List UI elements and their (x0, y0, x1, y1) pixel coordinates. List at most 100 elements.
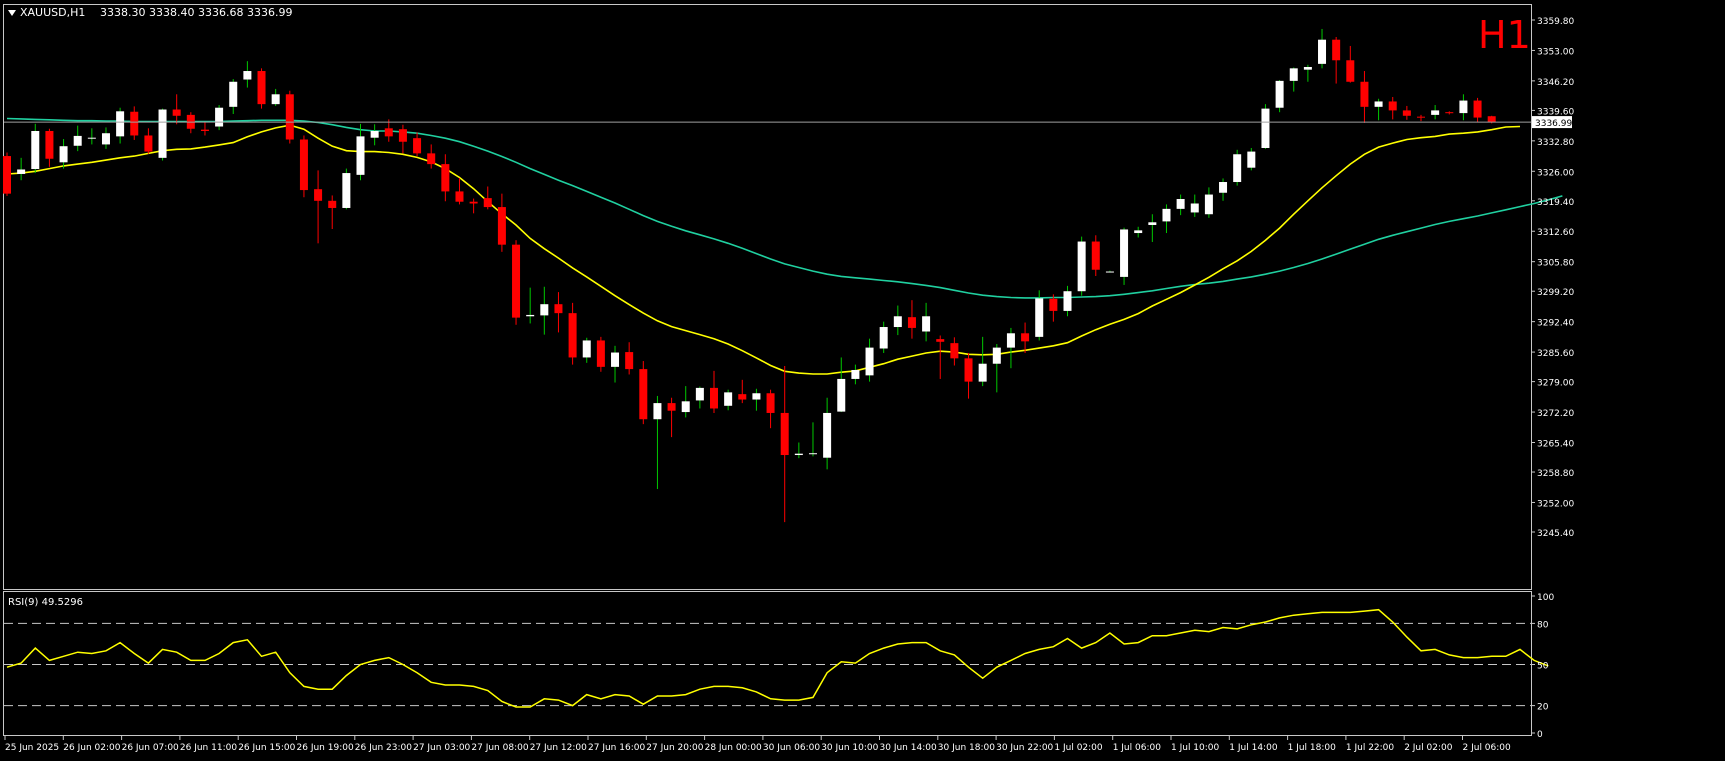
time-axis-label: 1 Jul 02:00 (1054, 743, 1103, 753)
price-pane-frame (3, 4, 1532, 590)
candle-body (1219, 182, 1228, 193)
price-axis-label: 3346.20 (1537, 78, 1574, 88)
candle-body (1261, 108, 1270, 148)
candle-body (964, 358, 973, 382)
candle-body (271, 94, 280, 105)
candle-body (229, 81, 238, 107)
candle-body (87, 137, 96, 139)
time-axis-label: 30 Jun 06:00 (763, 743, 820, 753)
time-axis-label: 27 Jun 08:00 (471, 743, 528, 753)
candle-body (130, 111, 139, 136)
candle-body (1275, 80, 1284, 108)
candle-body (780, 412, 789, 456)
rsi-axis-label: 80 (1537, 620, 1549, 630)
price-axis-label: 3305.80 (1537, 259, 1574, 269)
rsi-axis-label: 20 (1537, 703, 1549, 713)
candle-body (1303, 66, 1312, 70)
price-axis-label: 3292.40 (1537, 319, 1574, 329)
candle-body (342, 173, 351, 208)
time-axis-label: 1 Jul 06:00 (1113, 743, 1162, 753)
time-axis-label: 1 Jul 22:00 (1346, 743, 1395, 753)
price-axis-label: 3332.80 (1537, 138, 1574, 148)
candle-body (992, 347, 1001, 364)
time-axis-label: 28 Jun 00:00 (705, 743, 762, 753)
time-axis-label: 26 Jun 15:00 (238, 743, 295, 753)
candle-body (483, 198, 492, 208)
chart-menu-triangle-icon[interactable] (8, 10, 16, 16)
price-axis-label: 3359.80 (1537, 17, 1574, 27)
candle-body (1247, 151, 1256, 168)
candle-body (3, 156, 11, 194)
price-axis-label: 3252.00 (1537, 499, 1574, 509)
candle-body (1162, 208, 1171, 222)
candle-body (752, 393, 761, 400)
candle-body (215, 107, 224, 127)
candle-body (455, 191, 464, 202)
ohlc-readout: 3338.30 3338.40 3336.68 3336.99 (100, 6, 292, 19)
candle-body (356, 136, 365, 175)
candle-body (1332, 39, 1341, 61)
candle-body (851, 369, 860, 379)
candle-body (1148, 222, 1157, 225)
rsi-axis-label: 100 (1537, 593, 1554, 603)
candle-body (936, 339, 945, 342)
candle-body (257, 71, 266, 105)
candle-body (710, 387, 718, 409)
candle-body (568, 313, 577, 358)
candle-body (950, 343, 959, 359)
candle-body (554, 304, 563, 314)
time-axis-label: 27 Jun 16:00 (588, 743, 645, 753)
time-axis-label: 30 Jun 10:00 (821, 743, 878, 753)
candle-body (101, 133, 110, 145)
candle-body (1388, 101, 1397, 111)
time-axis-label: 2 Jul 06:00 (1463, 743, 1512, 753)
candles-layer (3, 28, 1496, 523)
rsi-axis-label: 50 (1537, 662, 1549, 672)
candle-body (907, 317, 916, 328)
candle-body (1105, 271, 1114, 273)
candle-body (31, 130, 40, 170)
price-axis-label: 3245.40 (1537, 529, 1574, 539)
candle-body (667, 403, 676, 411)
candle-body (865, 347, 874, 376)
price-axis-label: 3312.60 (1537, 228, 1574, 238)
candle-body (794, 453, 803, 456)
candle-body (1035, 298, 1044, 337)
candle-body (1402, 110, 1411, 116)
price-axis-label: 3258.80 (1537, 469, 1574, 479)
candle-body (413, 138, 422, 154)
timeframe-label: H1 (1478, 13, 1531, 57)
time-axis-label: 26 Jun 02:00 (63, 743, 120, 753)
candle-body (1487, 116, 1496, 123)
candle-body (285, 94, 294, 140)
candle-body (1459, 100, 1468, 114)
candle-body (172, 109, 181, 116)
time-axis-label: 25 Jun 2025 (5, 743, 59, 753)
candle-body (1021, 333, 1030, 342)
current-price-label: 3336.99 (1535, 119, 1572, 129)
price-axis-label: 3319.40 (1537, 198, 1574, 208)
candle-body (1374, 101, 1383, 107)
candle-body (398, 129, 407, 142)
candle-body (1049, 298, 1058, 311)
candle-body (200, 129, 209, 131)
time-axis-label: 26 Jun 07:00 (122, 743, 179, 753)
price-axis-label: 3353.00 (1537, 47, 1574, 57)
candle-body (639, 369, 648, 420)
candle-body (441, 164, 450, 192)
candle-body (144, 135, 153, 152)
rsi-axis-label: 0 (1537, 730, 1543, 740)
candle-body (879, 327, 888, 349)
candle-body (384, 128, 393, 137)
candle-body (695, 387, 704, 401)
candle-body (1204, 194, 1213, 215)
candle-body (526, 314, 535, 317)
rsi-layer (6, 608, 1549, 708)
candle-body (1473, 100, 1482, 118)
time-axis-label: 26 Jun 23:00 (355, 743, 412, 753)
candle-body (1190, 203, 1199, 213)
time-axis-label: 26 Jun 19:00 (297, 743, 354, 753)
candle-body (1063, 291, 1072, 311)
